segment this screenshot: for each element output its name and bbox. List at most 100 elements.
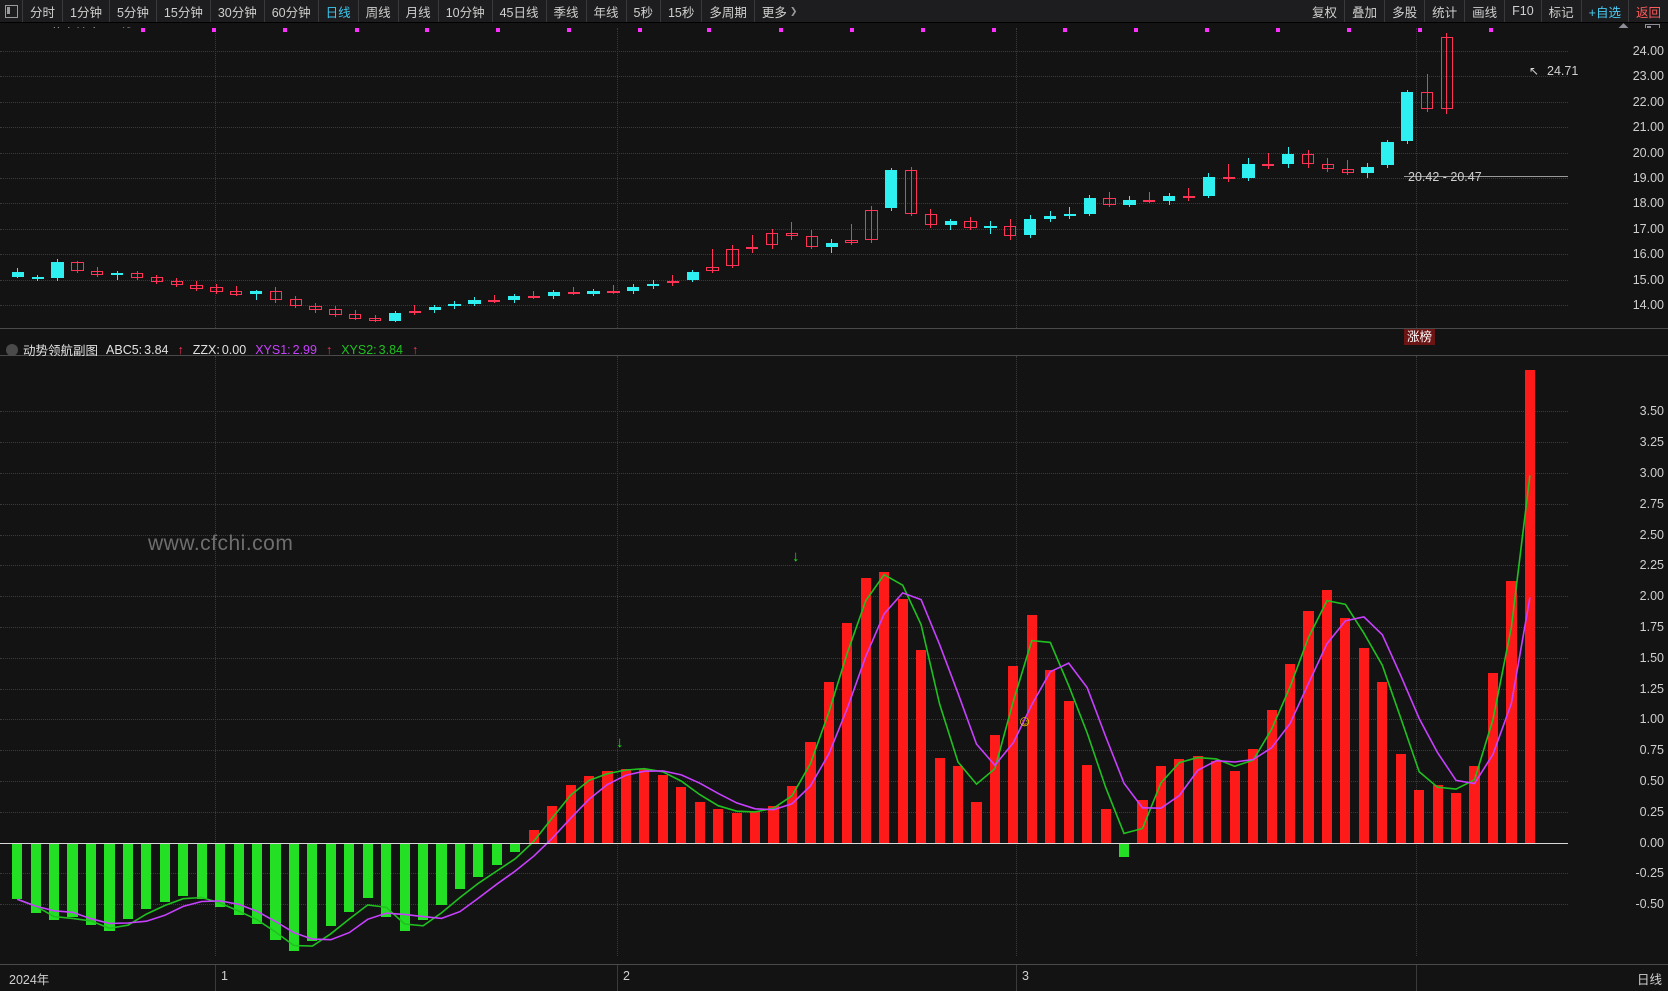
candle-wick — [1426, 73, 1428, 112]
period-tab-5[interactable]: 60分钟 — [265, 0, 319, 22]
candle-body — [1043, 216, 1057, 219]
candle-body — [269, 291, 283, 301]
candle-body — [408, 310, 422, 313]
price-chart-pane[interactable]: 14.00 15.00 16.00 17.00 18.00 19.00 20.00 21.00… — [0, 28, 1668, 328]
candle-wick — [176, 278, 178, 288]
candle-body — [369, 317, 382, 321]
indicator-axis-label: 1.25 — [1639, 681, 1664, 696]
indicator-bar — [196, 842, 207, 900]
candle-body — [865, 209, 878, 241]
candle-body — [388, 313, 402, 321]
period-tab-15[interactable]: 多周期 — [702, 0, 755, 22]
grid-line — [0, 228, 1568, 230]
candlestick — [388, 311, 402, 323]
candlestick — [1440, 32, 1454, 115]
chevron-down-icon[interactable] — [6, 343, 18, 356]
price-axis-label: 24.00 — [1632, 43, 1664, 58]
candle-body — [31, 276, 44, 280]
candlestick — [369, 315, 382, 323]
indicator-bar — [344, 842, 355, 912]
indicator-bar — [1524, 369, 1535, 843]
period-tab-6[interactable]: 日线 — [319, 0, 359, 22]
grid-line-vertical — [1016, 356, 1017, 956]
candle-body — [1162, 195, 1176, 201]
candlestick — [11, 268, 25, 279]
candle-body — [587, 291, 600, 294]
period-tab-10[interactable]: 45日线 — [493, 0, 547, 22]
indicator-axis-label: 0.50 — [1639, 774, 1664, 789]
indicator-bar — [952, 766, 964, 843]
candle-wick — [275, 287, 277, 303]
date-axis-label-2: 2 — [623, 969, 630, 983]
period-tab-8[interactable]: 月线 — [399, 0, 439, 22]
period-tab-12[interactable]: 年线 — [587, 0, 627, 22]
toolbar-button-叠加[interactable]: 叠加 — [1345, 0, 1386, 22]
signal-dot — [1134, 28, 1138, 32]
date-axis-label-3: 3 — [1022, 969, 1029, 983]
toolbar-button-F10[interactable]: F10 — [1505, 0, 1542, 22]
candlestick — [1143, 191, 1156, 204]
toolbar-button-复权[interactable]: 复权 — [1305, 0, 1346, 22]
candle-wick — [136, 270, 138, 280]
down-arrow-marker-0: ↓ — [792, 548, 800, 565]
price-axis-label: 22.00 — [1632, 94, 1664, 109]
indicator-bar — [1174, 758, 1185, 843]
indicator-bar — [916, 650, 927, 843]
indicator-bar — [768, 805, 779, 843]
period-tab-9[interactable]: 10分钟 — [439, 0, 493, 22]
status-period: 日线 — [1636, 973, 1662, 987]
candle-body — [1321, 164, 1335, 170]
price-annotation-0: 24.71 — [1547, 64, 1579, 78]
candlestick — [865, 205, 878, 243]
signal-dot — [1418, 28, 1422, 32]
indicator-axis-label: 1.50 — [1639, 650, 1664, 665]
candle-body — [964, 221, 977, 228]
period-tab-2[interactable]: 5分钟 — [110, 0, 157, 22]
indicator-axis-label: 2.50 — [1639, 527, 1664, 542]
candle-body — [1381, 142, 1394, 166]
indicator-bar — [657, 774, 668, 843]
panel-toggle-icon[interactable] — [0, 0, 23, 22]
grid-line — [0, 101, 1568, 103]
indicator-bar — [215, 842, 226, 907]
grid-line-vertical — [1016, 28, 1017, 328]
toolbar-button-画线[interactable]: 画线 — [1465, 0, 1506, 22]
candle-body — [1063, 213, 1077, 217]
candlestick — [587, 288, 600, 297]
indicator-bar — [547, 805, 558, 843]
period-tab-16[interactable]: 更多 ❯ — [761, 5, 798, 20]
period-tab-7[interactable]: 周线 — [359, 0, 399, 22]
period-tab-3[interactable]: 15分钟 — [157, 0, 211, 22]
candle-body — [607, 291, 620, 294]
toolbar-button-标记[interactable]: 标记 — [1542, 0, 1582, 22]
indicator-bar — [159, 842, 170, 902]
grid-line — [0, 627, 1568, 629]
signal-dot — [779, 28, 783, 32]
candlestick — [1063, 207, 1077, 219]
period-tab-1[interactable]: 1分钟 — [63, 0, 110, 22]
period-tab-11[interactable]: 季线 — [547, 0, 587, 22]
candlestick — [1242, 157, 1255, 181]
signal-dot — [496, 28, 500, 32]
indicator-bar — [620, 768, 632, 843]
indicator-bar — [823, 682, 834, 843]
indicator-bar — [1100, 809, 1111, 843]
indicator-axis-label: 3.50 — [1639, 404, 1664, 419]
period-tab-0[interactable]: 分时 — [23, 0, 64, 22]
period-tab-4[interactable]: 30分钟 — [211, 0, 265, 22]
toolbar-button-统计[interactable]: 统计 — [1425, 0, 1466, 22]
indicator-bar — [510, 842, 521, 853]
toolbar-button-+自选[interactable]: +自选 — [1582, 0, 1629, 22]
indicator-axis-label: 0.75 — [1639, 743, 1664, 758]
indicator-bar — [1008, 666, 1019, 843]
indicator-bar — [1303, 611, 1314, 843]
signal-dot — [1063, 28, 1067, 32]
indicator-bar — [731, 813, 742, 843]
indicator-chart-pane[interactable]: www.cfchi.com ↓ ↓ ☺ -0.50 -0.25 0.00 0.25 0.50… — [0, 356, 1668, 956]
toolbar-button-返回[interactable]: 返回 — [1635, 5, 1661, 20]
candlestick — [1222, 164, 1235, 182]
candlestick — [230, 286, 243, 297]
period-tab-13[interactable]: 5秒 — [627, 0, 661, 22]
toolbar-button-多股[interactable]: 多股 — [1385, 0, 1426, 22]
period-tab-14[interactable]: 15秒 — [661, 0, 703, 22]
